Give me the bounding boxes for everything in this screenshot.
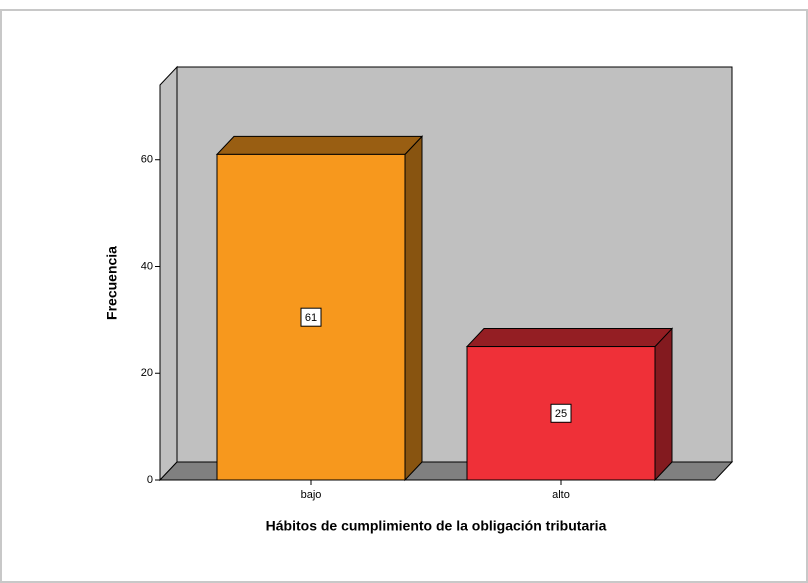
bar-side — [654, 327, 673, 482]
bar-top — [215, 135, 424, 155]
bar-side — [404, 135, 423, 482]
x-tick-label: bajo — [301, 489, 322, 501]
side-wall — [159, 65, 178, 482]
y-tick-label: 20 — [141, 367, 153, 379]
value-label-box — [300, 307, 322, 327]
value-label: 25 — [555, 408, 567, 420]
x-tick-label: alto — [552, 489, 570, 501]
bar-top — [465, 328, 674, 348]
value-label-box — [550, 403, 572, 423]
value-label: 61 — [305, 312, 317, 324]
y-tick-label: 60 — [141, 154, 153, 166]
y-axis-title: Frecuencia — [104, 246, 120, 320]
y-tick-label: 0 — [147, 474, 153, 486]
y-tick-label: 40 — [141, 260, 153, 272]
x-axis-title: Hábitos de cumplimiento de la obligación… — [266, 518, 607, 534]
